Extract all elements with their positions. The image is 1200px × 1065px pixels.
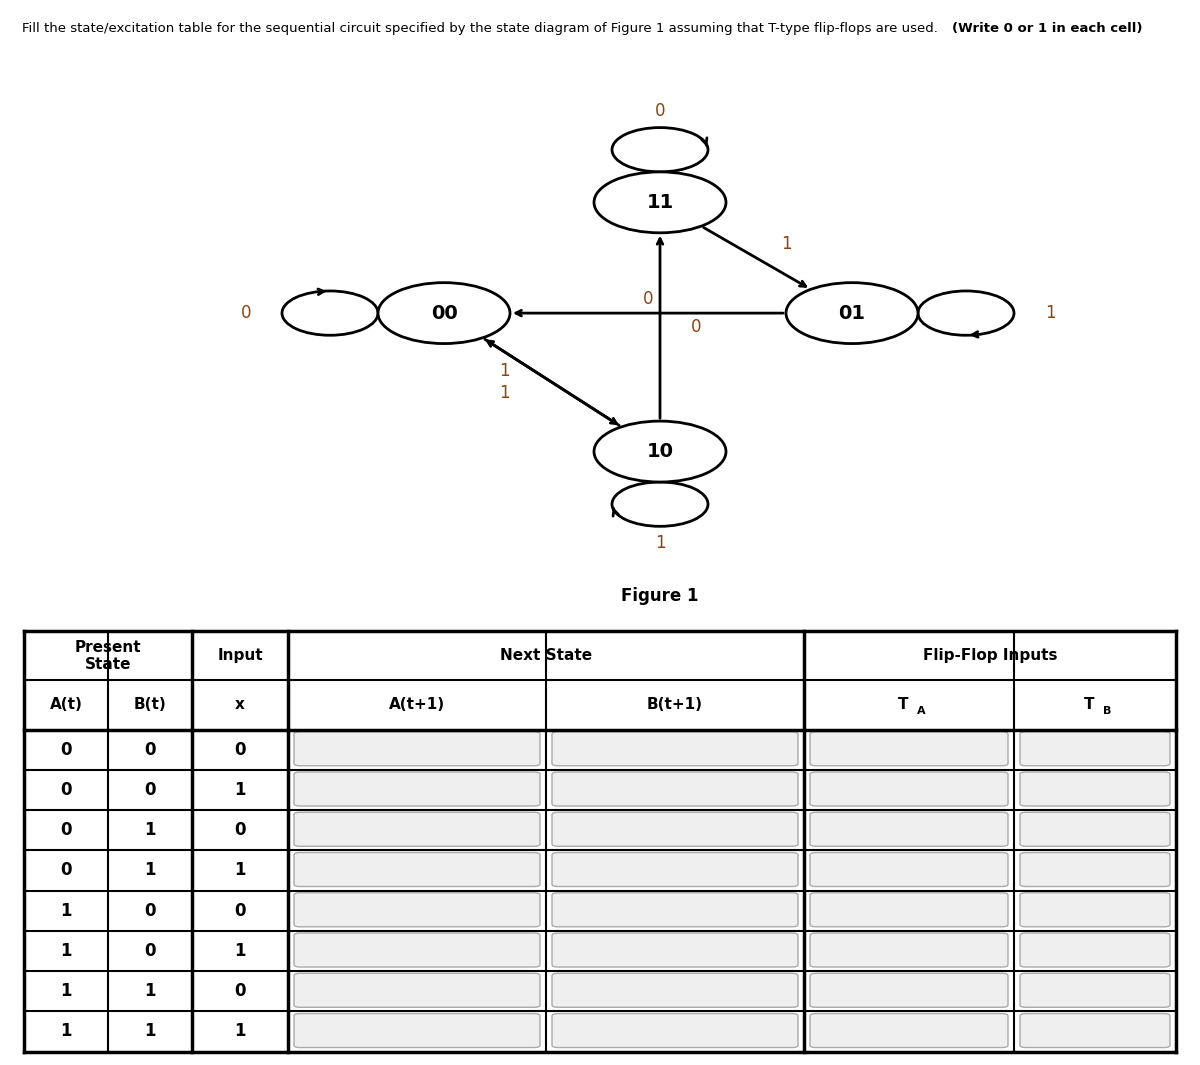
Text: 0: 0 xyxy=(60,821,72,839)
Text: 1: 1 xyxy=(234,862,246,880)
FancyBboxPatch shape xyxy=(294,813,540,847)
Text: 0: 0 xyxy=(234,982,246,1000)
Text: Fill the state/excitation table for the sequential circuit specified by the stat: Fill the state/excitation table for the … xyxy=(22,22,946,35)
Text: 0: 0 xyxy=(60,862,72,880)
FancyBboxPatch shape xyxy=(810,1014,1008,1048)
Text: Next State: Next State xyxy=(500,649,592,663)
Text: Present
State: Present State xyxy=(74,639,142,672)
FancyBboxPatch shape xyxy=(810,973,1008,1007)
FancyBboxPatch shape xyxy=(294,933,540,967)
FancyBboxPatch shape xyxy=(552,933,798,967)
Circle shape xyxy=(786,282,918,344)
Text: 1: 1 xyxy=(60,1022,72,1041)
Text: 1: 1 xyxy=(655,534,665,552)
Text: 1: 1 xyxy=(60,902,72,920)
Text: A: A xyxy=(917,706,925,716)
FancyBboxPatch shape xyxy=(552,973,798,1007)
FancyBboxPatch shape xyxy=(810,732,1008,766)
Text: (Write 0 or 1 in each cell): (Write 0 or 1 in each cell) xyxy=(953,22,1142,35)
Text: 0: 0 xyxy=(60,740,72,758)
FancyBboxPatch shape xyxy=(1020,892,1170,927)
Text: T: T xyxy=(898,698,908,712)
Text: 1: 1 xyxy=(1045,305,1055,322)
FancyBboxPatch shape xyxy=(552,1014,798,1048)
Text: 0: 0 xyxy=(643,291,653,308)
Text: A(t): A(t) xyxy=(49,698,83,712)
Text: 10: 10 xyxy=(647,442,673,461)
Text: 0: 0 xyxy=(234,821,246,839)
FancyBboxPatch shape xyxy=(294,772,540,806)
Text: 1: 1 xyxy=(144,862,156,880)
Circle shape xyxy=(378,282,510,344)
FancyBboxPatch shape xyxy=(552,772,798,806)
Text: 1: 1 xyxy=(144,982,156,1000)
Text: Figure 1: Figure 1 xyxy=(622,587,698,605)
Text: 0: 0 xyxy=(144,740,156,758)
FancyBboxPatch shape xyxy=(552,852,798,886)
Text: 0: 0 xyxy=(144,902,156,920)
Text: 0: 0 xyxy=(655,102,665,120)
FancyBboxPatch shape xyxy=(1020,772,1170,806)
FancyBboxPatch shape xyxy=(294,1014,540,1048)
FancyBboxPatch shape xyxy=(294,732,540,766)
Text: 0: 0 xyxy=(234,902,246,920)
Text: 1: 1 xyxy=(234,941,246,960)
Text: 1: 1 xyxy=(234,781,246,799)
Text: T: T xyxy=(1084,698,1094,712)
Text: 1: 1 xyxy=(781,235,791,252)
FancyBboxPatch shape xyxy=(810,892,1008,927)
Text: 11: 11 xyxy=(647,193,673,212)
Text: B: B xyxy=(1103,706,1111,716)
Text: 00: 00 xyxy=(431,304,457,323)
Text: 0: 0 xyxy=(234,740,246,758)
Text: A(t+1): A(t+1) xyxy=(389,698,445,712)
Text: 1: 1 xyxy=(234,1022,246,1041)
FancyBboxPatch shape xyxy=(1020,973,1170,1007)
FancyBboxPatch shape xyxy=(552,892,798,927)
FancyBboxPatch shape xyxy=(552,813,798,847)
FancyBboxPatch shape xyxy=(1020,813,1170,847)
Circle shape xyxy=(594,171,726,233)
FancyBboxPatch shape xyxy=(1020,1014,1170,1048)
Text: 01: 01 xyxy=(839,304,865,323)
Text: 0: 0 xyxy=(144,941,156,960)
Text: Flip-Flop Inputs: Flip-Flop Inputs xyxy=(923,649,1057,663)
FancyBboxPatch shape xyxy=(294,852,540,886)
Text: 0: 0 xyxy=(691,318,701,335)
Text: 1: 1 xyxy=(144,821,156,839)
Text: Input: Input xyxy=(217,649,263,663)
Text: 0: 0 xyxy=(60,781,72,799)
Text: 1: 1 xyxy=(499,384,509,403)
Text: 1: 1 xyxy=(60,941,72,960)
Text: 1: 1 xyxy=(60,982,72,1000)
FancyBboxPatch shape xyxy=(810,772,1008,806)
Circle shape xyxy=(594,421,726,482)
Text: 1: 1 xyxy=(499,362,509,380)
FancyBboxPatch shape xyxy=(1020,933,1170,967)
Text: x: x xyxy=(235,698,245,712)
FancyBboxPatch shape xyxy=(294,892,540,927)
Text: 1: 1 xyxy=(144,1022,156,1041)
Text: 0: 0 xyxy=(241,305,251,322)
FancyBboxPatch shape xyxy=(810,813,1008,847)
FancyBboxPatch shape xyxy=(552,732,798,766)
FancyBboxPatch shape xyxy=(810,933,1008,967)
FancyBboxPatch shape xyxy=(810,852,1008,886)
FancyBboxPatch shape xyxy=(1020,732,1170,766)
Text: B(t+1): B(t+1) xyxy=(647,698,703,712)
FancyBboxPatch shape xyxy=(1020,852,1170,886)
Text: B(t): B(t) xyxy=(133,698,167,712)
FancyBboxPatch shape xyxy=(294,973,540,1007)
Text: 0: 0 xyxy=(144,781,156,799)
